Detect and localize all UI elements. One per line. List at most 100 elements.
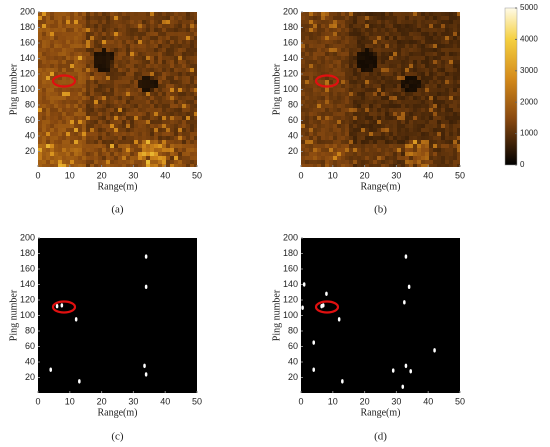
- heatmap-cell: [325, 52, 329, 56]
- heatmap-cell: [449, 52, 453, 56]
- heatmap-cell: [417, 148, 421, 152]
- heatmap-cell: [437, 56, 441, 60]
- heatmap-cell: [317, 132, 321, 136]
- heatmap-cell: [449, 20, 453, 24]
- x-axis-label: Range(m): [361, 407, 401, 418]
- heatmap-cell: [429, 44, 433, 48]
- heatmap-cell: [70, 12, 74, 16]
- heatmap-cell: [134, 16, 138, 20]
- heatmap-cell: [86, 60, 90, 64]
- y-tick-label: 140: [20, 279, 35, 289]
- heatmap-cell: [50, 48, 54, 52]
- heatmap-cell: [377, 144, 381, 148]
- heatmap-cell: [142, 144, 146, 148]
- heatmap-cell: [433, 112, 437, 116]
- heatmap-cell: [433, 92, 437, 96]
- heatmap-cell: [162, 132, 166, 136]
- heatmap-cell: [70, 112, 74, 116]
- heatmap-cell: [130, 120, 134, 124]
- heatmap-cell: [325, 144, 329, 148]
- heatmap-cell: [162, 68, 166, 72]
- heatmap-cell: [106, 108, 110, 112]
- heatmap-cell: [58, 136, 62, 140]
- heatmap-cell: [146, 76, 150, 80]
- heatmap-cell: [433, 48, 437, 52]
- heatmap-cell: [170, 108, 174, 112]
- heatmap-cell: [126, 148, 130, 152]
- heatmap-cell: [74, 44, 78, 48]
- heatmap-cell: [393, 148, 397, 152]
- heatmap-cell: [166, 112, 170, 116]
- heatmap-cell: [449, 84, 453, 88]
- heatmap-cell: [126, 12, 130, 16]
- heatmap-cell: [50, 44, 54, 48]
- heatmap-cell: [445, 144, 449, 148]
- heatmap-cell: [94, 136, 98, 140]
- heatmap-cell: [409, 164, 413, 167]
- heatmap-cell: [82, 140, 86, 144]
- heatmap-cell: [409, 40, 413, 44]
- heatmap-cell: [154, 48, 158, 52]
- heatmap-cell: [401, 28, 405, 32]
- heatmap-cell: [102, 84, 106, 88]
- heatmap-cell: [421, 136, 425, 140]
- heatmap-cell: [178, 48, 182, 52]
- heatmap-cell: [70, 156, 74, 160]
- heatmap-cell: [182, 160, 186, 164]
- heatmap-cell: [365, 60, 369, 64]
- heatmap-cell: [170, 20, 174, 24]
- heatmap-cell: [317, 84, 321, 88]
- heatmap-cell: [381, 112, 385, 116]
- heatmap-cell: [329, 100, 333, 104]
- heatmap-cell: [373, 24, 377, 28]
- heatmap-cell: [405, 76, 409, 80]
- heatmap-cell: [106, 36, 110, 40]
- heatmap-cell: [66, 136, 70, 140]
- heatmap-cell: [389, 20, 393, 24]
- heatmap-cell: [369, 56, 373, 60]
- heatmap-cell: [441, 164, 445, 167]
- heatmap-cell: [325, 128, 329, 132]
- heatmap-cell: [309, 64, 313, 68]
- heatmap-cell: [90, 152, 94, 156]
- heatmap-cell: [317, 124, 321, 128]
- heatmap-cell: [313, 16, 317, 20]
- heatmap-cell: [90, 144, 94, 148]
- heatmap-cell: [333, 64, 337, 68]
- heatmap-cell: [373, 52, 377, 56]
- heatmap-cell: [397, 140, 401, 144]
- heatmap-cell: [305, 152, 309, 156]
- heatmap-cell: [178, 88, 182, 92]
- heatmap-cell: [365, 24, 369, 28]
- heatmap-cell: [441, 44, 445, 48]
- heatmap-cell: [413, 80, 417, 84]
- heatmap-cell: [325, 20, 329, 24]
- heatmap-cell: [46, 52, 50, 56]
- heatmap-cell: [429, 32, 433, 36]
- heatmap-cell: [313, 112, 317, 116]
- heatmap-cell: [146, 136, 150, 140]
- heatmap-cell: [38, 20, 42, 24]
- heatmap-cell: [82, 164, 86, 167]
- heatmap-cell: [122, 68, 126, 72]
- heatmap-cell: [309, 84, 313, 88]
- heatmap-cell: [46, 128, 50, 132]
- heatmap-cell: [425, 108, 429, 112]
- heatmap-cell: [102, 80, 106, 84]
- heatmap-cell: [186, 164, 190, 167]
- heatmap-cell: [357, 36, 361, 40]
- heatmap-cell: [90, 28, 94, 32]
- heatmap-cell: [321, 72, 325, 76]
- heatmap-cell: [150, 104, 154, 108]
- heatmap-cell: [170, 24, 174, 28]
- heatmap-cell: [166, 36, 170, 40]
- heatmap-cell: [90, 148, 94, 152]
- y-tick-label: 40: [25, 130, 35, 140]
- heatmap-cell: [329, 92, 333, 96]
- heatmap-cell: [186, 112, 190, 116]
- heatmap-cell: [78, 56, 82, 60]
- heatmap-cell: [102, 96, 106, 100]
- heatmap-cell: [130, 144, 134, 148]
- heatmap-cell: [194, 56, 197, 60]
- heatmap-cell: [110, 160, 114, 164]
